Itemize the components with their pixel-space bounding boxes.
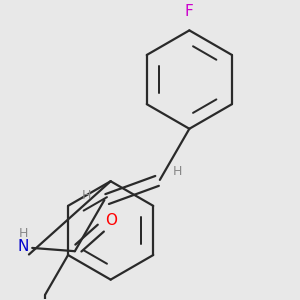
Text: O: O — [105, 212, 117, 227]
Text: H: H — [82, 189, 91, 202]
Text: N: N — [17, 239, 29, 254]
Text: H: H — [173, 165, 183, 178]
Text: F: F — [185, 4, 194, 19]
Text: H: H — [18, 227, 28, 240]
